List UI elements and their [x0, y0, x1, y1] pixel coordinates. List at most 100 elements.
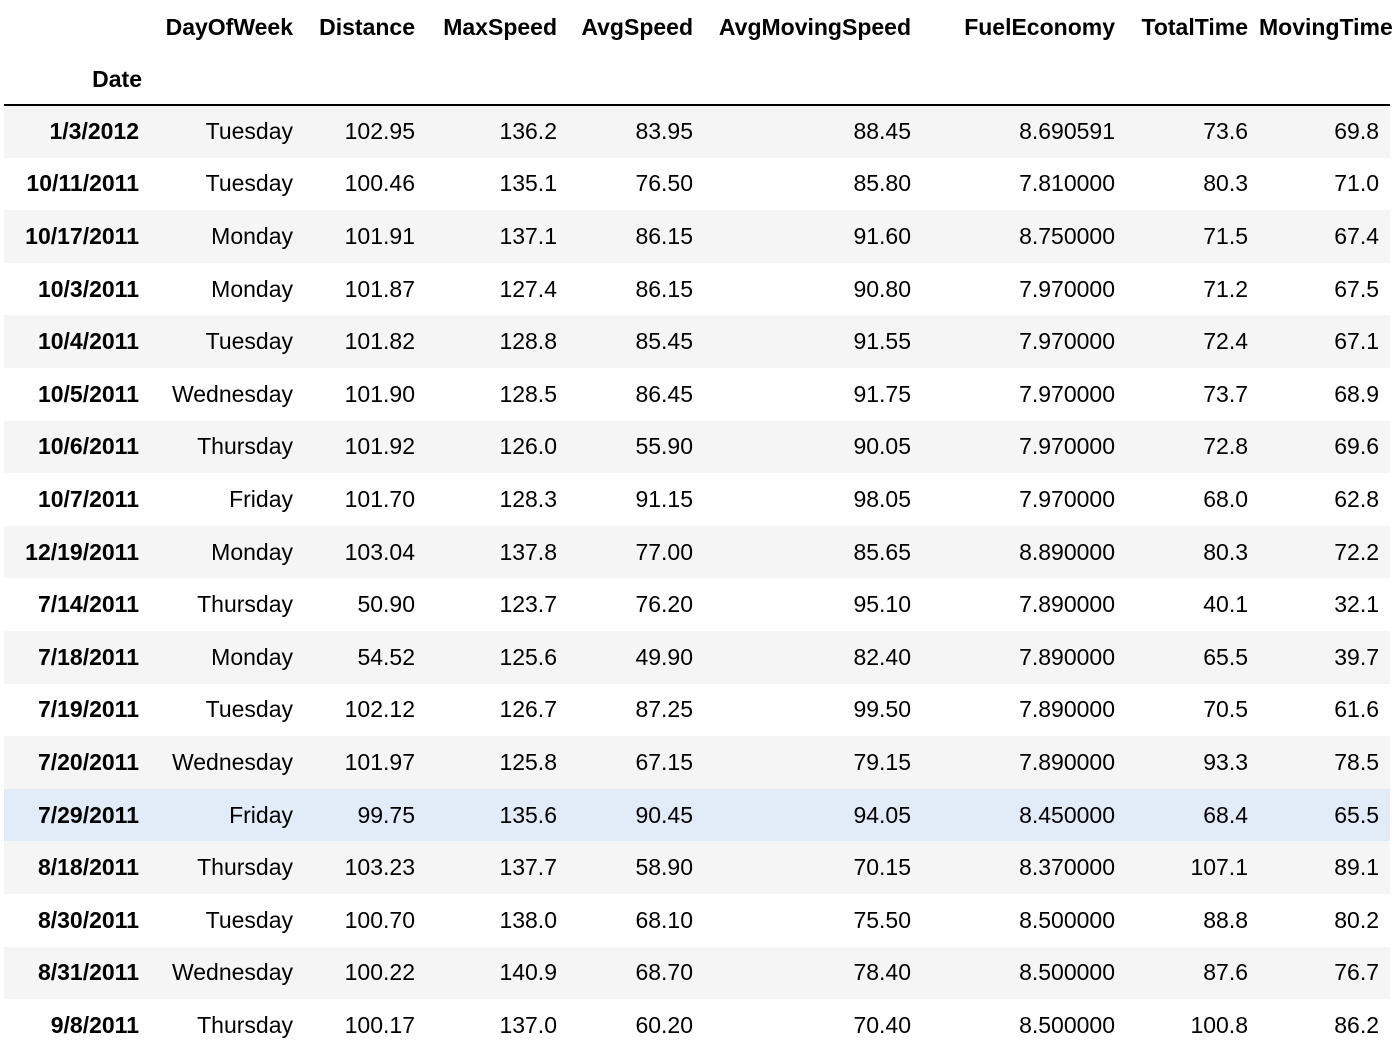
table-cell: 137.0 [426, 999, 568, 1052]
table-cell: 100.70 [304, 893, 426, 947]
table-cell: 83.95 [568, 105, 704, 158]
table-cell: 80.2 [1259, 893, 1390, 947]
table-cell: 91.55 [704, 315, 922, 368]
table-cell: 128.8 [426, 315, 568, 368]
table-cell: 67.5 [1259, 262, 1390, 316]
table-row: 7/20/2011 Wednesday 101.97 125.8 67.15 79.15 7… [4, 736, 1390, 789]
table-cell: 69.8 [1259, 105, 1390, 158]
header-blank-cell [1259, 54, 1390, 106]
table-cell: 40.1 [1126, 578, 1259, 631]
table-cell: Friday [150, 788, 304, 842]
table-cell: 76.7 [1259, 946, 1390, 1000]
table-cell: 135.1 [426, 157, 568, 211]
table-cell: 101.87 [304, 262, 426, 316]
table-cell: 78.5 [1259, 736, 1390, 789]
table-cell: 90.45 [568, 788, 704, 842]
table-cell: 128.5 [426, 367, 568, 421]
table-cell: 8.500000 [922, 999, 1126, 1052]
table-cell: 93.3 [1126, 736, 1259, 789]
table-cell: 67.15 [568, 736, 704, 789]
table-cell: 137.7 [426, 841, 568, 894]
table-cell: 8.750000 [922, 210, 1126, 263]
header-blank-cell [1126, 54, 1259, 106]
table-cell: 8.500000 [922, 946, 1126, 1000]
table-cell: 7.970000 [922, 473, 1126, 526]
table-row: 1/3/2012 Tuesday 102.95 136.2 83.95 88.45 8.69… [4, 105, 1390, 158]
row-index-date: 7/19/2011 [4, 683, 150, 737]
table-cell: 71.0 [1259, 157, 1390, 211]
table-cell: 7.890000 [922, 683, 1126, 737]
table-cell: 60.20 [568, 999, 704, 1052]
table-cell: 138.0 [426, 893, 568, 947]
table-cell: 75.50 [704, 893, 922, 947]
table-row: 10/4/2011 Tuesday 101.82 128.8 85.45 91.55 7.9… [4, 315, 1390, 368]
row-index-date: 7/20/2011 [4, 736, 150, 789]
table-cell: 76.50 [568, 157, 704, 211]
table-row: 9/8/2011 Thursday 100.17 137.0 60.20 70.40 8.5… [4, 999, 1390, 1052]
table-cell: 101.90 [304, 367, 426, 421]
table-cell: 68.70 [568, 946, 704, 1000]
table-cell: 101.70 [304, 473, 426, 526]
header-blank-cell [922, 54, 1126, 106]
table-cell: 8.500000 [922, 893, 1126, 947]
table-cell: 61.6 [1259, 683, 1390, 737]
table-cell: 80.3 [1126, 157, 1259, 211]
table-cell: 140.9 [426, 946, 568, 1000]
table-row: 10/7/2011 Friday 101.70 128.3 91.15 98.05 7.97… [4, 473, 1390, 526]
table-body: 1/3/2012 Tuesday 102.95 136.2 83.95 88.45 8.69… [4, 105, 1390, 1052]
column-header: DayOfWeek [165, 13, 293, 40]
column-header: MovingTime [1259, 13, 1393, 40]
table-cell: 7.970000 [922, 262, 1126, 316]
dataframe-table: DayOfWeek Distance MaxSpeed AvgSpeed Avg… [4, 0, 1393, 1052]
table-cell: 70.40 [704, 999, 922, 1052]
row-index-date: 10/6/2011 [4, 420, 150, 474]
table-cell: Wednesday [150, 946, 304, 1000]
index-name: Date [4, 54, 150, 106]
table-cell: 73.7 [1126, 367, 1259, 421]
table-cell: 67.4 [1259, 210, 1390, 263]
table-cell: 7.810000 [922, 157, 1126, 211]
table-cell: 101.92 [304, 420, 426, 474]
index-name-row: Date [4, 54, 1390, 106]
table-cell: Thursday [150, 420, 304, 474]
table-cell: 101.82 [304, 315, 426, 368]
column-header: AvgMovingSpeed [718, 13, 911, 40]
table-cell: Tuesday [150, 105, 304, 158]
table-row: 12/19/2011 Monday 103.04 137.8 77.00 85.65 8.8… [4, 525, 1390, 579]
table-cell: 136.2 [426, 105, 568, 158]
table-cell: 72.2 [1259, 525, 1390, 579]
table-cell: 62.8 [1259, 473, 1390, 526]
table-cell: 91.75 [704, 367, 922, 421]
table-cell: 8.370000 [922, 841, 1126, 894]
column-header: MaxSpeed [443, 13, 557, 40]
table-cell: Wednesday [150, 736, 304, 789]
table-cell: 77.00 [568, 525, 704, 579]
table-cell: Tuesday [150, 315, 304, 368]
table-cell: 7.970000 [922, 315, 1126, 368]
header-blank-cell [568, 54, 704, 106]
table-cell: Thursday [150, 841, 304, 894]
table-cell: Friday [150, 473, 304, 526]
column-header: FuelEconomy [964, 13, 1115, 40]
table-cell: 91.15 [568, 473, 704, 526]
table-row: 7/14/2011 Thursday 50.90 123.7 76.20 95.10 7.8… [4, 578, 1390, 631]
table-cell: 65.5 [1259, 788, 1390, 842]
table-cell: 85.45 [568, 315, 704, 368]
table-row: 10/6/2011 Thursday 101.92 126.0 55.90 90.05 7.… [4, 420, 1390, 474]
table-cell: 86.2 [1259, 999, 1390, 1052]
column-header: TotalTime [1141, 13, 1249, 40]
header-blank-cell [4, 0, 150, 54]
table-cell: 87.6 [1126, 946, 1259, 1000]
column-header: AvgSpeed [581, 13, 693, 40]
table-cell: 137.8 [426, 525, 568, 579]
table-cell: 89.1 [1259, 841, 1390, 894]
table-row: 10/17/2011 Monday 101.91 137.1 86.15 91.60 8.7… [4, 210, 1390, 263]
row-index-date: 8/30/2011 [4, 893, 150, 947]
table-cell: Monday [150, 210, 304, 263]
table-cell: 70.15 [704, 841, 922, 894]
table-cell: 125.6 [426, 630, 568, 684]
table-cell: 88.45 [704, 105, 922, 158]
row-index-date: 9/8/2011 [4, 999, 150, 1052]
table-cell: 71.2 [1126, 262, 1259, 316]
table-row: 8/18/2011 Thursday 103.23 137.7 58.90 70.15 8.… [4, 841, 1390, 894]
